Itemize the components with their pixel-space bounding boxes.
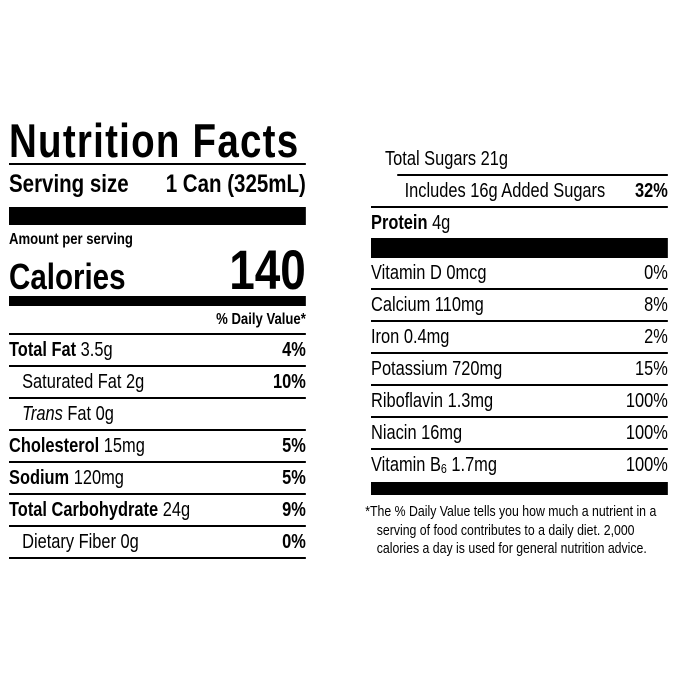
calories-row: Calories 140 — [9, 238, 306, 301]
nutrient-daily-value: 5% — [282, 467, 306, 489]
nutrient-name: Includes 16g Added Sugars — [404, 180, 606, 202]
vitamin-row-vitamin-b6: Vitamin B6 1.7mg 100% — [371, 450, 668, 480]
nutrient-daily-value: 0% — [282, 531, 306, 553]
total-sugars-rule — [397, 174, 668, 176]
nutrient-name: Dietary Fiber 0g — [22, 531, 139, 553]
nutrient-row-total-carbohydrate: Total Carbohydrate 24g 9% — [9, 495, 306, 527]
nutrient-name: Cholesterol 15mg — [9, 435, 145, 457]
calories-value: 140 — [229, 238, 306, 301]
nutrient-name: Niacin 16mg — [371, 422, 463, 444]
nutrient-row-trans-fat: Trans Fat 0g — [9, 399, 306, 431]
serving-size-value: 1 Can (325mL) — [165, 170, 306, 198]
protein-divider-bar — [371, 238, 668, 258]
nutrient-row-added-sugars: Includes 16g Added Sugars 32% — [371, 176, 668, 208]
title-rule — [9, 163, 306, 165]
nutrient-row-sodium: Sodium 120mg 5% — [9, 463, 306, 495]
nutrient-name: Potassium 720mg — [371, 358, 503, 380]
nutrient-row-cholesterol: Cholesterol 15mg 5% — [9, 431, 306, 463]
nutrient-daily-value: 100% — [625, 454, 668, 476]
nutrient-daily-value: 32% — [635, 180, 668, 202]
daily-value-header: % Daily Value* — [9, 306, 306, 335]
nutrient-daily-value: 4% — [282, 339, 306, 361]
serving-divider-bar — [9, 207, 306, 225]
vitamin-row-potassium: Potassium 720mg 15% — [371, 354, 668, 386]
calories-label: Calories — [9, 256, 126, 297]
nutrient-row-total-sugars: Total Sugars 21g — [371, 144, 668, 174]
nutrient-name: Protein 4g — [371, 212, 451, 234]
nutrient-daily-value: 5% — [282, 435, 306, 457]
nutrient-name: Vitamin B6 1.7mg — [371, 454, 497, 476]
nutrient-daily-value: 9% — [282, 499, 306, 521]
nutrient-daily-value: 10% — [273, 371, 306, 393]
nutrition-left-column: Nutrition Facts Serving size 1 Can (325m… — [9, 114, 306, 559]
serving-size-label: Serving size — [9, 170, 129, 198]
nutrient-name: Sodium 120mg — [9, 467, 124, 489]
amount-per-serving-label: Amount per serving — [9, 231, 133, 248]
nutrient-row-saturated-fat: Saturated Fat 2g 10% — [9, 367, 306, 399]
nutrient-daily-value: 2% — [644, 326, 668, 348]
nutrition-facts-title: Nutrition Facts — [9, 114, 300, 167]
nutrient-daily-value: 8% — [644, 294, 668, 316]
vitamin-row-riboflavin: Riboflavin 1.3mg 100% — [371, 386, 668, 418]
daily-value-footnote: *The % Daily Value tells you how much a … — [365, 503, 657, 557]
vitamin-row-calcium: Calcium 110mg 8% — [371, 290, 668, 322]
nutrient-name: Total Fat 3.5g — [9, 339, 113, 361]
nutrient-row-total-fat: Total Fat 3.5g 4% — [9, 335, 306, 367]
nutrient-name: Riboflavin 1.3mg — [371, 390, 494, 412]
nutrition-right-column: Total Sugars 21g Includes 16g Added Suga… — [365, 144, 668, 559]
nutrient-name: Iron 0.4mg — [371, 326, 450, 348]
nutrient-daily-value: 15% — [635, 358, 668, 380]
vitamin-row-niacin: Niacin 16mg 100% — [371, 418, 668, 450]
nutrient-name: Total Sugars 21g — [384, 148, 509, 170]
nutrient-row-dietary-fiber: Dietary Fiber 0g 0% — [9, 527, 306, 559]
calories-divider-bar — [9, 296, 306, 306]
serving-size-row: Serving size 1 Can (325mL) — [9, 165, 306, 204]
vitamin-row-iron: Iron 0.4mg 2% — [371, 322, 668, 354]
nutrient-row-protein: Protein 4g — [371, 208, 668, 238]
footnote-divider-bar — [371, 482, 668, 495]
nutrient-name: Saturated Fat 2g — [22, 371, 145, 393]
nutrient-name: Vitamin D 0mcg — [371, 262, 487, 284]
nutrient-name: Trans Fat 0g — [22, 403, 114, 425]
vitamin-row-vitamin-d: Vitamin D 0mcg 0% — [371, 258, 668, 290]
nutrient-daily-value: 100% — [625, 422, 668, 444]
nutrient-name: Total Carbohydrate 24g — [9, 499, 191, 521]
nutrient-name: Calcium 110mg — [371, 294, 484, 316]
nutrient-daily-value: 0% — [644, 262, 668, 284]
nutrient-daily-value: 100% — [625, 390, 668, 412]
vitamin-b6-subscript: 6 — [440, 461, 447, 476]
